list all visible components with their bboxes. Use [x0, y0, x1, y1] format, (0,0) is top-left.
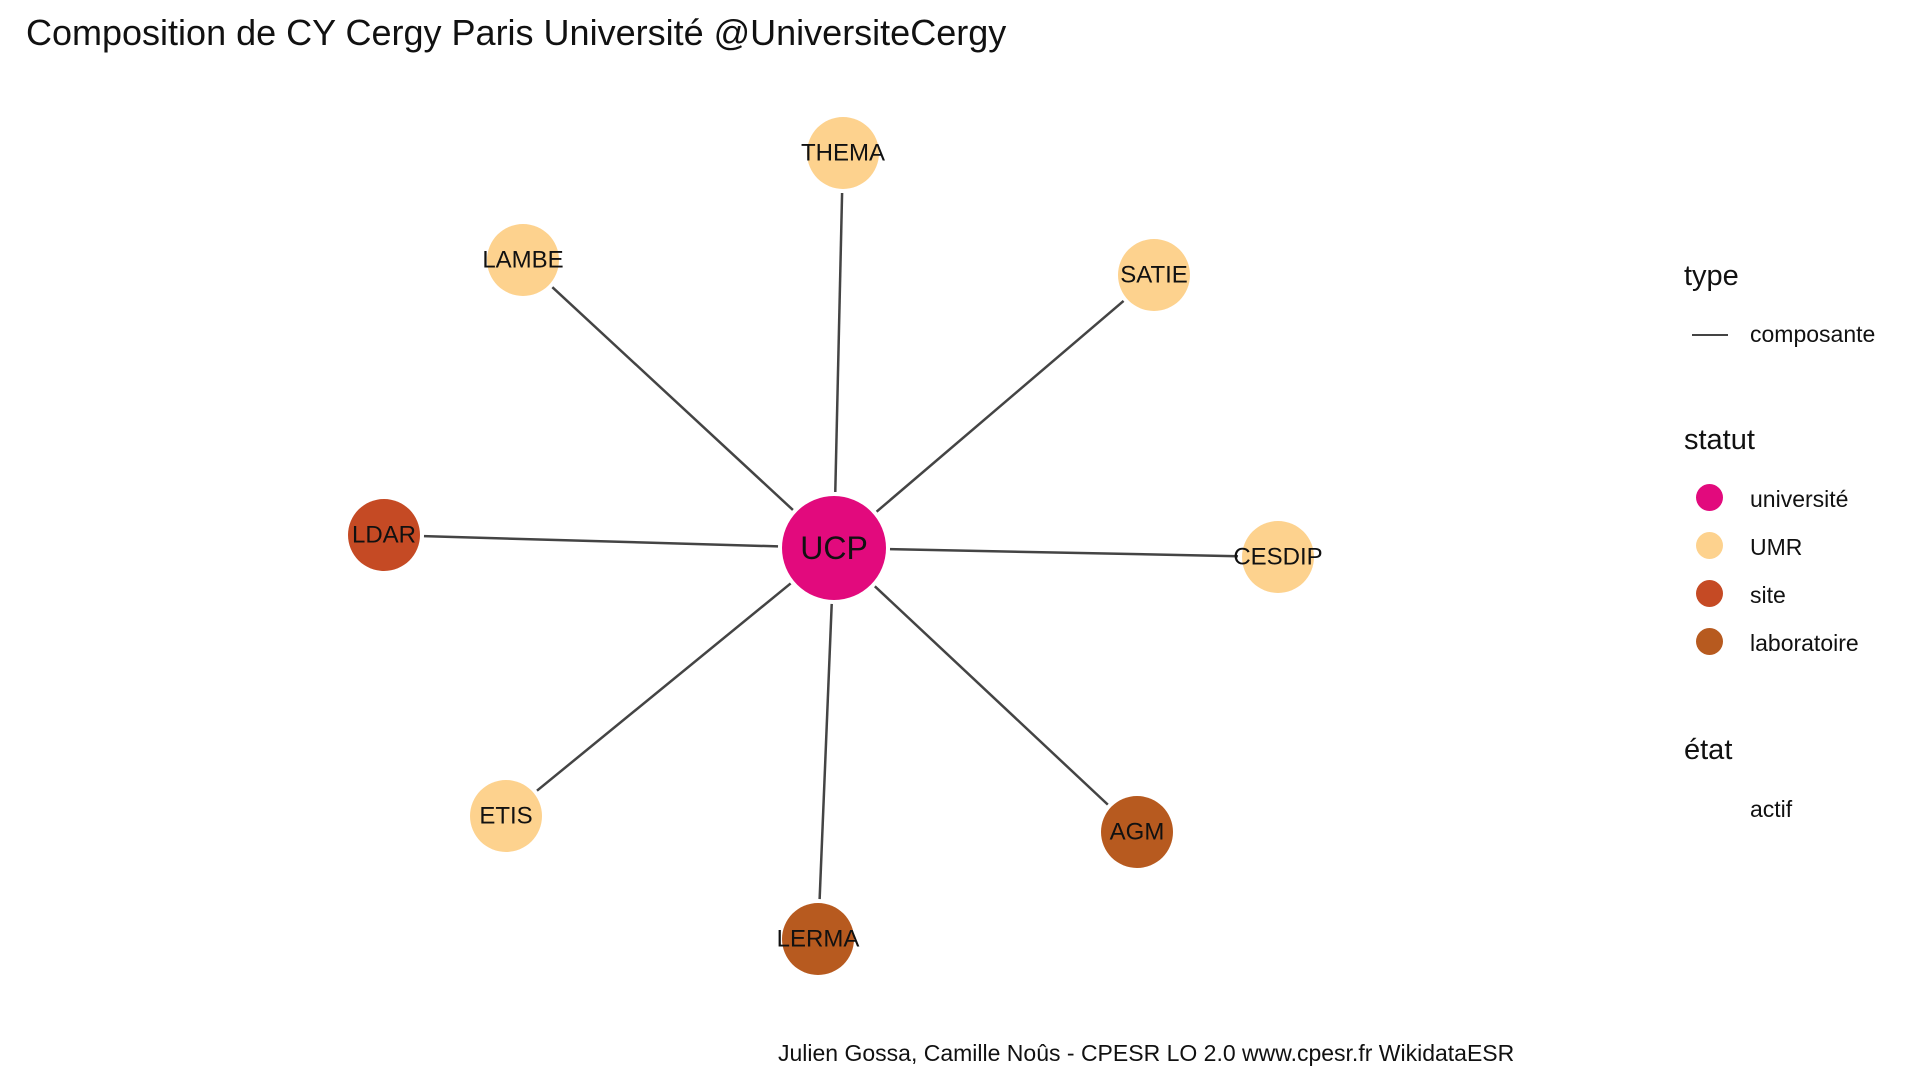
caption: Julien Gossa, Camille Noûs - CPESR LO 2.…: [778, 1040, 1515, 1066]
edge-ucp-agm: [874, 585, 1109, 806]
edge-ucp-etis: [536, 582, 792, 792]
node-lambe: [487, 224, 559, 296]
edge-ucp-ldar: [423, 534, 779, 548]
node-label-satie: SATIE: [1120, 262, 1188, 289]
legend-statut-site: site: [1750, 582, 1786, 608]
legend-dot-universite: [1696, 484, 1723, 511]
node-label-lambe: LAMBE: [482, 247, 563, 274]
legend-etat-actif: actif: [1750, 796, 1793, 822]
node-agm: [1101, 796, 1173, 868]
legend-type-title: type: [1684, 260, 1739, 292]
node-label-ldar: LDAR: [352, 522, 416, 549]
legend-dot-umr: [1696, 532, 1723, 559]
node-lerma: [782, 903, 854, 975]
legend-statut-title: statut: [1684, 424, 1755, 456]
node-thema: [807, 117, 879, 189]
legend-statut-umr: UMR: [1750, 534, 1803, 560]
edge-ucp-satie: [875, 300, 1125, 513]
legend-dot-laboratoire: [1696, 628, 1723, 655]
legend-type-composante: composante: [1750, 321, 1876, 347]
node-label-lerma: LERMA: [777, 926, 860, 953]
node-label-cesdip: CESDIP: [1233, 544, 1322, 571]
legend-statut-laboratoire: laboratoire: [1750, 630, 1859, 656]
legend-line-composante: [1692, 334, 1728, 336]
edge-ucp-lerma: [818, 603, 833, 900]
legend-statut-universite: université: [1750, 486, 1849, 512]
node-cesdip: [1242, 521, 1314, 593]
edge-ucp-thema: [834, 192, 844, 493]
edge-ucp-lambe: [551, 286, 794, 511]
page-title: Composition de CY Cergy Paris Université…: [26, 12, 1007, 53]
node-label-ucp: UCP: [800, 530, 868, 566]
node-ucp: [782, 496, 886, 600]
legend-dot-site: [1696, 580, 1723, 607]
node-etis: [470, 780, 542, 852]
node-label-etis: ETIS: [479, 803, 532, 830]
node-ldar: [348, 499, 420, 571]
nodes-layer: UCP THEMA LAMBE SATIE LDAR CESDIP ETIS AGM LERMA: [348, 117, 1323, 975]
node-label-thema: THEMA: [801, 140, 885, 167]
edges-layer: [423, 192, 1239, 900]
node-satie: [1118, 239, 1190, 311]
edge-ucp-cesdip: [889, 547, 1239, 558]
legend-etat-title: état: [1684, 734, 1733, 766]
node-label-agm: AGM: [1110, 819, 1165, 846]
